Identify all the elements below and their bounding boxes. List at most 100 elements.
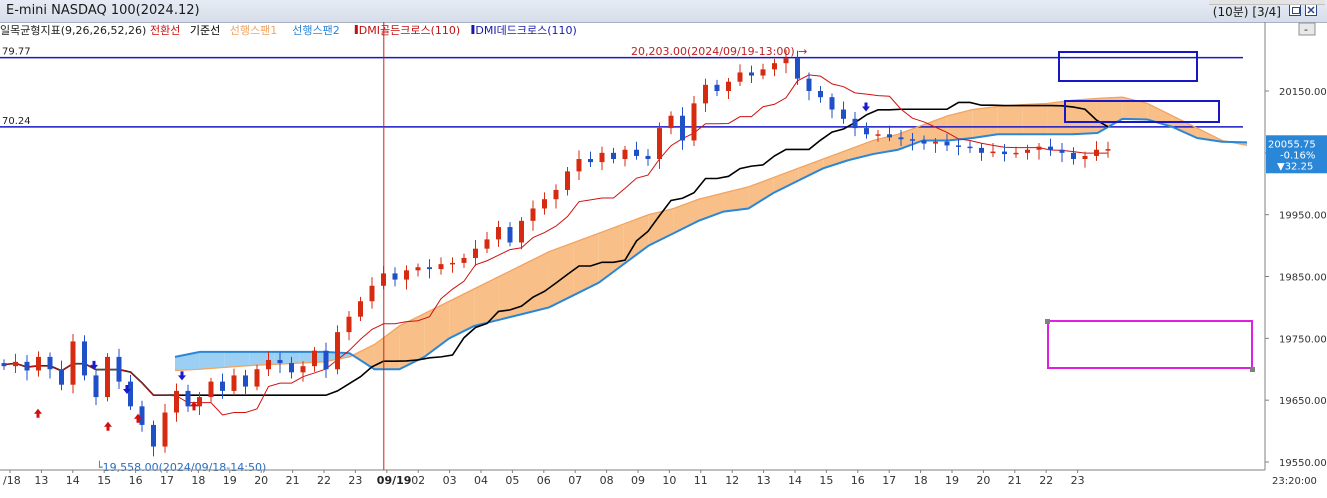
candle-body: [404, 270, 409, 280]
x-tick-label: 21: [286, 474, 300, 487]
cloud-segment: [947, 109, 973, 141]
y-tick-label: 19550.00: [1279, 458, 1327, 469]
candle-body: [185, 390, 191, 407]
candle-body: [346, 316, 352, 333]
dead-cross-arrow-icon: [862, 102, 870, 112]
x-tick-label: 21: [1008, 474, 1022, 487]
candle-body: [588, 159, 593, 163]
horizontal-lines: 79.77 70.24: [0, 47, 1243, 128]
cloud-segment: [573, 233, 599, 296]
title-bar: E-mini NASDAQ 100(2024.12) (10분) [3/4]: [0, 0, 1327, 23]
box-handle: [1045, 319, 1050, 324]
x-tick-label: 15: [97, 474, 111, 487]
axes: 20150.0020050.0019950.0019850.0019750.00…: [0, 22, 1327, 487]
candle-body: [323, 350, 329, 370]
y-tick-label: 19850.00: [1279, 273, 1327, 284]
price-value: 20055.75: [1268, 139, 1316, 150]
candle-body: [852, 118, 858, 129]
candle-body: [749, 72, 754, 76]
candle-body: [726, 81, 731, 91]
candle-body: [519, 220, 524, 243]
candle-body: [875, 134, 881, 136]
legend: 일목균형지표(9,26,26,52,26) 전환선 기준선 선행스팬1 선행스팬2 DMI…: [0, 22, 1316, 37]
candle-body: [599, 152, 605, 163]
candle-body: [243, 375, 248, 387]
candle-body: [197, 397, 202, 407]
page-indicator: [3/4]: [1252, 5, 1281, 19]
x-tick-label: 03: [443, 474, 457, 487]
y-tick-label: 19650.00: [1279, 396, 1327, 407]
candle-body: [1082, 155, 1088, 160]
candle-body: [231, 375, 237, 391]
close-icon[interactable]: [1305, 4, 1317, 16]
legend-marker: [471, 25, 475, 34]
cloud-segment: [773, 168, 799, 194]
candle-body: [369, 285, 375, 302]
candle-body: [634, 149, 639, 156]
candle-body: [576, 159, 582, 172]
candle-body: [841, 109, 846, 119]
candle-body: [335, 332, 340, 370]
x-tick-label: 20: [254, 474, 268, 487]
candle-body: [703, 84, 708, 104]
y-tick-label: 19750.00: [1279, 334, 1327, 345]
dead-cross-arrow-icon: [90, 360, 98, 370]
x-tick-label: 15: [819, 474, 833, 487]
candle-body: [611, 152, 616, 160]
x-tick-label: 20: [976, 474, 990, 487]
candle-body: [1025, 149, 1030, 153]
price-box: [1266, 135, 1327, 174]
candle-body: [507, 227, 513, 243]
candle-body: [691, 103, 697, 141]
drawn-box-middle[interactable]: [1064, 100, 1220, 123]
candle-body: [116, 356, 122, 382]
candle-body: [933, 141, 938, 144]
candle-body: [680, 115, 685, 141]
cloud-segment: [723, 186, 749, 212]
senkou-span1-line: [174, 96, 1248, 372]
golden-cross-arrow-icon: [34, 408, 42, 418]
candle-body: [13, 361, 18, 367]
collapse-button[interactable]: [1298, 22, 1316, 36]
cloud-segment: [449, 288, 475, 339]
golden-cross-arrow-icon: [104, 421, 112, 431]
x-tick-label: 23: [1071, 474, 1085, 487]
x-tick-label: 06: [537, 474, 551, 487]
dead-cross-arrow-icon: [178, 371, 186, 381]
cloud-segment: [374, 325, 400, 370]
candle-body: [668, 115, 674, 129]
candle-body: [645, 155, 651, 160]
dead-cross-arrow-icon: [123, 385, 131, 395]
candle-body: [864, 128, 869, 135]
candle-body: [1094, 149, 1099, 156]
x-tick-label: 22: [317, 474, 331, 487]
cloud-segment: [224, 351, 250, 368]
candle-body: [450, 262, 455, 265]
candle-body: [105, 356, 110, 398]
cloud-segment: [524, 251, 549, 314]
x-tick-label: 18: [914, 474, 928, 487]
x-tick-label: 13: [757, 474, 771, 487]
candle-body: [657, 128, 662, 160]
low-annotation: └19,558.00(2024/09/18-14:50): [96, 460, 266, 474]
candle-body: [174, 390, 179, 413]
candle-body: [956, 145, 961, 147]
x-tick-label: 08: [600, 474, 614, 487]
drawn-box-upper[interactable]: [1058, 51, 1198, 82]
drawn-box-magenta[interactable]: [1047, 320, 1253, 369]
candle-body: [128, 381, 133, 407]
high-annotation: 20,203.00(2024/09/19-13:00) →: [631, 45, 807, 58]
x-tick-label: 19: [945, 474, 959, 487]
candle-body: [910, 139, 915, 141]
cloud-segment: [972, 106, 998, 138]
candles: [1, 49, 1111, 457]
restore-icon[interactable]: [1289, 4, 1301, 16]
senkou-span2-line: [174, 117, 1248, 371]
legend-item: 선행스팬1: [230, 24, 277, 37]
candle-body: [1, 363, 7, 367]
cloud-segment: [798, 159, 824, 181]
candle-body: [818, 91, 823, 98]
x-tick-label: 05: [505, 474, 519, 487]
candle-body: [300, 366, 306, 373]
x-tick-label: 19: [223, 474, 237, 487]
